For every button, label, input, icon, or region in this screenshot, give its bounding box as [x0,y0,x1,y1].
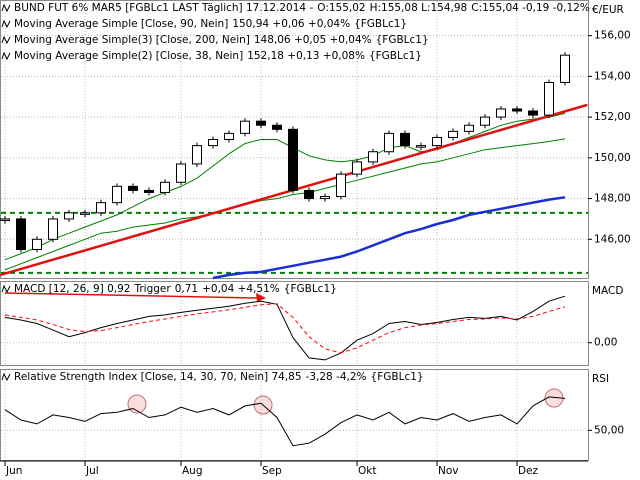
candle [304,189,314,200]
legend-icon [1,284,11,294]
series-line [212,196,566,280]
y-tick-label: 152,00 [594,111,631,123]
candle [0,218,10,221]
legend-text: O:155,02 [317,2,365,14]
candle [112,185,122,204]
y-tick-label: 50,00 [594,424,624,436]
y-tick-label: 150,00 [594,152,631,164]
text-layer: 146,00 148,00 150,00 152,00 154,00 156,00 €/EU… [1,2,631,477]
candle [336,173,346,198]
panel-frame [0,281,589,366]
x-tick-label: Okt [358,465,376,477]
legend-icon [1,35,11,45]
legend-text: 150,94 +0,06 +0,04% [232,18,350,30]
y-tick-label: 154,00 [594,70,631,82]
candle [208,139,218,147]
candle [176,163,186,183]
candle [240,120,250,134]
candle [480,116,490,126]
legend-text: +0,04 +4,51% [202,283,280,295]
legend-entry: MACD [12, 26, 9] 0,92 [14,283,130,295]
legend-icon [1,372,11,382]
x-tick-label: Aug [182,465,203,477]
candle [128,185,138,191]
candle [528,110,538,116]
candle [512,108,522,112]
x-tick-label: Sep [262,465,282,477]
legend-icon [1,19,11,29]
panel-frame [0,0,589,279]
axis-label: €/EUR [592,4,624,16]
legend-text: C:155,04 -0,19 -0,12% [471,2,590,14]
legend-text: 0,71 [175,283,198,295]
x-tick-label: Nov [438,465,459,477]
legend-icon [1,51,11,61]
candle [384,132,394,153]
legend-text: -3,28 -4,2% [306,371,367,383]
legend-text: {FGBLc1} [284,283,337,295]
legend-text: H:155,08 L:154,98 [370,2,468,14]
axis-label: RSI [592,373,609,385]
candle [320,196,330,200]
candle [368,151,378,163]
macd-arrow-head [256,293,266,302]
y-tick-label: 156,00 [594,30,631,42]
candle [16,218,26,250]
legend-text: {FGBLc1} [376,34,429,46]
macd-arrow [4,292,259,299]
legend-text: 152,18 +0,13 +0,08% [247,50,365,62]
candle [416,145,426,148]
candle [144,189,154,193]
series-line [4,138,566,271]
candle [224,132,234,141]
candle [432,136,442,147]
marks-layer [0,52,588,447]
y-tick-label: 148,00 [594,193,631,205]
legend-text: {FGBLc1} [371,371,424,383]
legend-entry: Moving Average Simple(3) [Close, 200, Ne… [14,34,250,46]
x-tick-label: Jul [85,465,99,477]
legend-entry: Moving Average Simple(2) [Close, 38, Nei… [14,50,243,62]
candle [400,132,410,147]
candle [288,128,298,191]
candle [560,54,570,83]
legend-text: {FGBLc1} [354,18,407,30]
legend-icon [1,3,11,13]
legend-text: 148,06 +0,05 +0,04% [254,34,372,46]
candle [272,124,282,130]
series-line [4,396,566,447]
legend-entry: Relative Strength Index [Close, 14, 30, … [14,371,302,383]
candle [192,145,202,165]
y-tick-label: 0,00 [594,337,617,349]
candle [80,212,90,215]
candle [448,130,458,138]
axis-label: MACD [592,285,623,297]
candle [464,124,474,132]
x-tick-label: Dez [518,465,539,477]
series-line [4,295,566,361]
y-tick-label: 146,00 [594,233,631,245]
candle [48,218,58,240]
candle [256,120,266,126]
candle [544,81,554,116]
candle [352,161,362,175]
x-tick-label: Jun [5,465,22,477]
chart-title: BUND FUT 6% MAR5 [FGBLc1 LAST Täglich] 1… [14,2,313,14]
series-line [4,112,566,261]
candle [160,181,170,193]
candle [496,108,506,118]
candle [32,238,42,250]
legend-entry: Moving Average Simple [Close, 90, Nein] [14,18,228,30]
legend-text: {FGBLc1} [369,50,422,62]
legend-entry: Trigger [133,283,171,295]
candle [64,212,74,220]
candle [96,202,106,214]
